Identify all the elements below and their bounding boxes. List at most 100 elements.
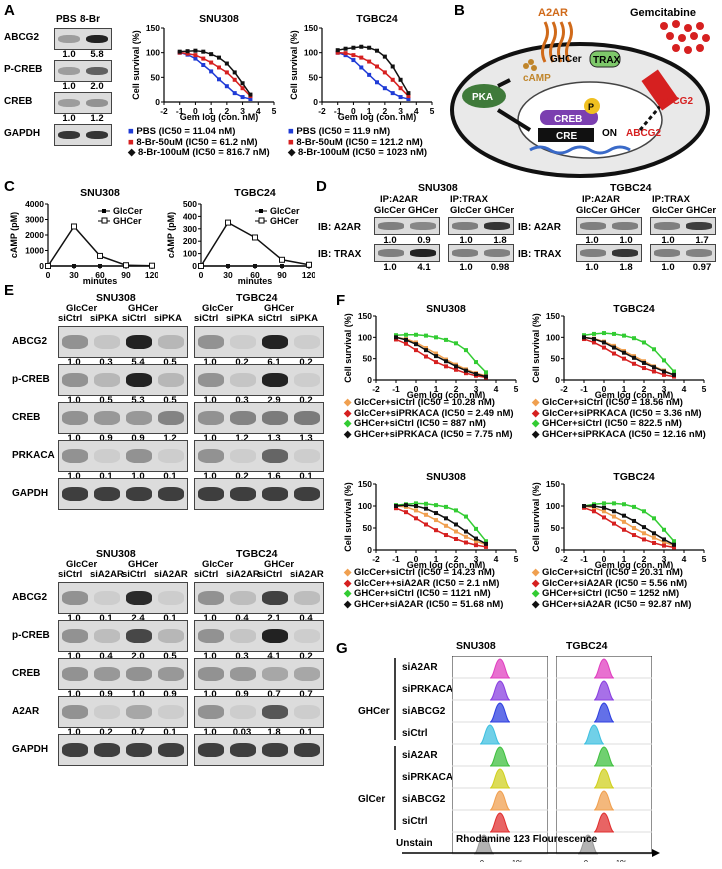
y-tick-label: 0	[192, 261, 197, 271]
x-tick-label: 90	[277, 270, 287, 280]
blot-value: 0.2	[99, 727, 113, 738]
blot-band	[378, 249, 404, 257]
x-tick-label: -1	[176, 106, 184, 116]
blot-value: 1.0	[62, 81, 76, 92]
blot-band	[198, 705, 224, 719]
blot-band	[62, 373, 88, 387]
data-point	[351, 45, 356, 50]
x-tick-label: -2	[372, 384, 380, 394]
data-point	[582, 335, 586, 340]
legend-a-snu-0: PBS (IC50 = 11.04 nM)	[136, 126, 236, 137]
legend-swatch: ◆	[344, 577, 354, 589]
data-point	[390, 77, 395, 82]
y-tick-label: 0	[367, 375, 372, 385]
series-line	[337, 45, 410, 94]
y-axis-label: Cell survival (%)	[531, 482, 541, 552]
legend-swatch: ◆	[344, 418, 354, 429]
data-point	[359, 44, 364, 49]
blot-band	[262, 705, 288, 719]
data-point	[193, 56, 198, 61]
data-point	[240, 95, 245, 100]
data-point	[612, 331, 616, 336]
series-line	[200, 221, 310, 267]
blot-band	[126, 743, 152, 757]
chart-title: TGBC24	[356, 13, 398, 25]
x-tick-label: -1	[392, 554, 400, 564]
data-point	[404, 341, 408, 346]
blot-value: 0.2	[235, 471, 249, 482]
blot-value: 1.0	[203, 613, 217, 624]
blot-band	[230, 335, 256, 349]
data-point	[177, 49, 182, 54]
blot-band	[294, 629, 320, 643]
blot-band	[230, 373, 256, 387]
blot-band	[126, 487, 152, 501]
blot-abcg2	[194, 326, 324, 358]
group-label: GHCer	[264, 303, 295, 314]
legend-label: GHCer+siCtrl (IC50 = 822.5 nM)	[541, 418, 682, 429]
y-tick-label: 50	[309, 72, 319, 82]
x-tick-label: 0	[351, 106, 356, 116]
blot-band	[94, 411, 120, 425]
data-point	[224, 61, 229, 66]
y-tick-label: 50	[551, 523, 561, 533]
blot-band	[198, 411, 224, 425]
col-label: GHCer	[484, 205, 515, 216]
blot-band	[94, 667, 120, 681]
y-tick-label: 0	[155, 97, 160, 107]
e-snu-title: SNU308	[96, 292, 136, 304]
y-tick-label: 4000	[25, 199, 44, 209]
x-tick-label: 0	[480, 860, 484, 862]
legend-label: GHCer+siCtrl (IC50 = 887 nM)	[353, 418, 486, 429]
data-point	[232, 77, 237, 82]
ib-trax-label: IB: TRAX	[318, 249, 362, 260]
legend-label: GlcCer+siA2AR (IC50 = 5.56 nM)	[541, 577, 688, 589]
group-label: GHCer	[128, 559, 159, 570]
blot-band	[654, 222, 680, 230]
panel-label-f: F	[336, 292, 346, 309]
blot-band	[230, 667, 256, 681]
legend-marker	[258, 217, 265, 224]
legend-f2-snu: ◆ GlcCer+siCtrl (IC50 = 14.23 nM) ◆ GlcCe…	[344, 567, 503, 610]
blot-band	[294, 411, 320, 425]
blot-band	[158, 629, 184, 643]
data-point	[592, 340, 596, 345]
x-tick-label: 10⁵	[616, 860, 627, 862]
data-point	[414, 342, 418, 347]
data-point	[343, 51, 348, 56]
legend-label: GHCer	[270, 216, 299, 226]
x-axis-label: minutes	[83, 276, 118, 286]
data-point	[602, 501, 606, 506]
blot-abcg2	[194, 582, 324, 614]
data-point	[193, 53, 198, 58]
y-tick-label: 500	[183, 199, 197, 209]
data-point	[279, 256, 285, 263]
data-point	[224, 70, 229, 75]
lane-label: siCtrl	[258, 313, 283, 324]
flow-x-label: Rhodamine 123 Flourescence	[456, 834, 598, 845]
blot-value: 1.0	[67, 471, 81, 482]
blot-band	[62, 591, 88, 605]
blot-abcg2	[58, 326, 188, 358]
blot-value: 0.1	[99, 613, 113, 624]
legend-entry: ◆ GHCer+siCtrl (IC50 = 1121 nM)	[344, 588, 503, 600]
data-point	[612, 351, 616, 356]
legend-swatch: ◆	[344, 407, 354, 419]
blot-band	[85, 130, 109, 140]
data-point	[434, 518, 438, 523]
data-point	[406, 97, 411, 102]
data-point	[464, 371, 468, 376]
trax-label: TRAX	[593, 55, 621, 66]
data-point	[424, 522, 428, 527]
blot-value: 0.98	[490, 262, 510, 273]
abcg2-label: ABCG2	[658, 96, 693, 107]
data-point	[434, 511, 438, 516]
chart-c-snu308: SNU308 0 1000 2000 3000 4000 0 30 60 90 120 minutes…	[9, 187, 158, 286]
data-point	[612, 345, 616, 350]
chart-title: TGBC24	[613, 303, 655, 315]
blot-band	[198, 591, 224, 605]
data-point	[240, 81, 245, 86]
data-point	[672, 539, 676, 544]
data-point	[652, 516, 656, 521]
col-label: GlcCer	[374, 205, 406, 216]
